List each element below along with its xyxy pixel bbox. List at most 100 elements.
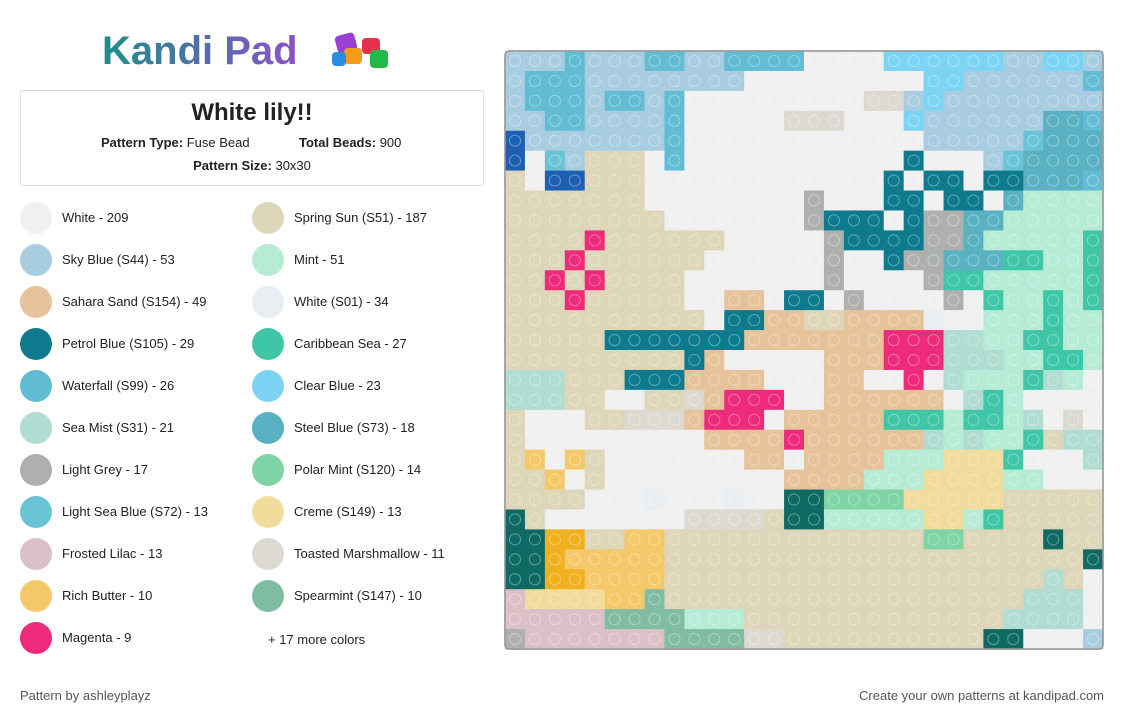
bead [524,509,546,530]
bead-hole [568,413,581,426]
bead-hole [608,54,621,68]
bead [1003,90,1024,112]
bead-hole [548,214,561,227]
bead-hole [648,74,661,87]
bead [883,350,904,371]
bead [764,310,785,331]
bead [1083,449,1104,470]
bead-hole [807,513,821,526]
bead [564,409,586,431]
bead-hole [1086,533,1100,546]
bead-hole [568,254,581,267]
bead [804,389,825,411]
bead-hole [628,613,641,626]
bead [983,90,1004,112]
bead-hole [787,413,801,426]
bead-hole [1067,573,1080,586]
bead-hole [588,493,601,506]
bead [983,589,1004,610]
bead-hole [1007,353,1020,367]
bead [883,429,904,450]
bead [664,210,685,231]
bead [1083,369,1104,391]
bead-hole [528,154,541,167]
bead-hole [728,214,741,227]
bead-hole [748,473,761,486]
bead [505,429,526,450]
bead [644,449,665,470]
bead-hole [1086,333,1100,347]
bead-hole [1086,134,1100,147]
color-label: Caribbean Sea - 27 [294,336,407,351]
bead-hole [967,593,980,606]
bead [764,609,785,630]
bead-hole [768,174,781,187]
bead-hole [608,194,621,207]
bead-hole [608,393,621,406]
bead [644,330,665,351]
bead-hole [1086,74,1100,87]
bead-hole [1067,254,1080,267]
bead-hole [628,94,641,107]
bead-hole [867,373,880,386]
bead [804,549,825,570]
bead-hole [927,533,940,546]
bead-hole [827,194,840,207]
info-box: White lily!! Pattern Type: Fuse Bead Tot… [20,90,484,186]
bead [664,609,685,630]
bead [863,489,885,510]
bead [724,170,745,191]
bead [744,549,765,570]
bead [724,469,745,490]
bead [843,90,865,112]
bead-hole [867,433,880,446]
bead-hole [867,274,880,287]
color-label: Light Sea Blue (S72) - 13 [62,504,208,519]
bead-hole [668,632,681,646]
bead [1023,210,1044,231]
bead [903,350,924,371]
color-swatch [20,412,52,444]
bead-hole [548,194,561,207]
bead-hole [867,333,880,347]
bead [724,449,745,470]
bead-hole [668,553,681,566]
bead [843,70,865,92]
bead-hole [608,613,621,626]
bead-hole [728,314,741,327]
bead-hole [728,274,741,287]
bead-hole [688,513,701,526]
color-swatch [20,328,52,360]
bead-hole [588,373,601,386]
bead [943,409,964,431]
bead-hole [688,573,701,586]
bead-hole [887,94,900,107]
bead [1083,409,1104,431]
bead-hole [927,154,940,167]
bead-hole [847,194,860,207]
bead-hole [927,94,940,107]
bead [744,230,765,251]
bead-hole [588,54,601,68]
bead [843,569,865,590]
bead-hole [787,214,801,227]
bead-hole [1007,174,1020,187]
bead [564,369,586,391]
bead [804,290,825,311]
bead [1023,90,1044,112]
color-label: Frosted Lilac - 13 [62,546,163,561]
bead [724,230,745,251]
bead-hole [568,333,581,347]
bead-hole [987,493,1000,506]
bead [604,549,625,570]
bead [784,70,805,92]
bead [1003,310,1024,331]
bead [764,449,785,470]
bead-hole [508,94,522,107]
bead [823,409,845,431]
bead-hole [668,533,681,546]
bead [544,429,566,450]
bead [744,429,765,450]
bead-hole [668,94,681,107]
bead [604,629,625,650]
